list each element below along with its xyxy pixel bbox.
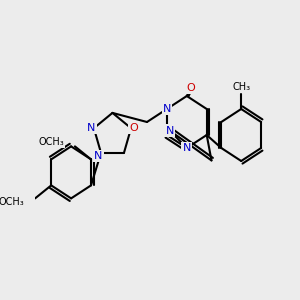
Text: CH₃: CH₃ <box>232 82 250 92</box>
Text: OCH₃: OCH₃ <box>0 197 25 207</box>
Text: N: N <box>183 143 191 153</box>
Text: OCH₃: OCH₃ <box>39 137 64 147</box>
Text: N: N <box>94 151 103 161</box>
Text: O: O <box>186 83 195 93</box>
Text: N: N <box>163 104 171 114</box>
Text: O: O <box>129 123 138 133</box>
Text: N: N <box>87 123 95 133</box>
Text: N: N <box>166 126 174 136</box>
